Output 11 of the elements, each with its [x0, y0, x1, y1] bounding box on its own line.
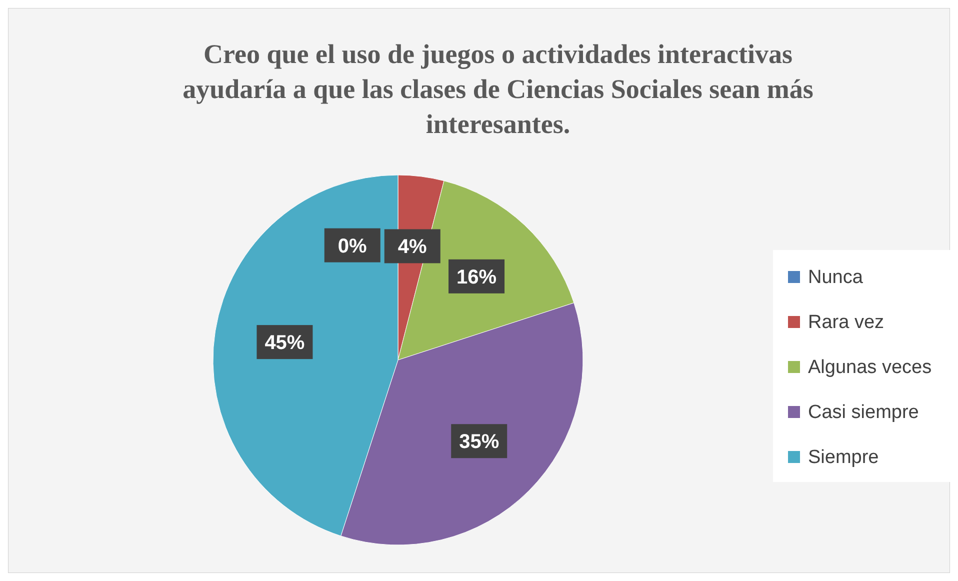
chart-title: Creo que el uso de juegos o actividades interactivas ayudaría a que las clases de Ciencias Sociales sean más interesantes. [182, 39, 814, 139]
legend-label: Casi siempre [808, 402, 919, 423]
legend-label: Siempre [808, 447, 879, 468]
data-label: 16% [456, 266, 497, 288]
data-label: 4% [398, 236, 428, 258]
text: 0% [338, 235, 367, 258]
legend-label: Algunas veces [808, 357, 932, 378]
data-label: 35% [459, 431, 500, 454]
legend-label: Nunca [808, 267, 864, 288]
data-label: 45% [264, 332, 305, 354]
legend-label: Rara vez [808, 312, 884, 333]
